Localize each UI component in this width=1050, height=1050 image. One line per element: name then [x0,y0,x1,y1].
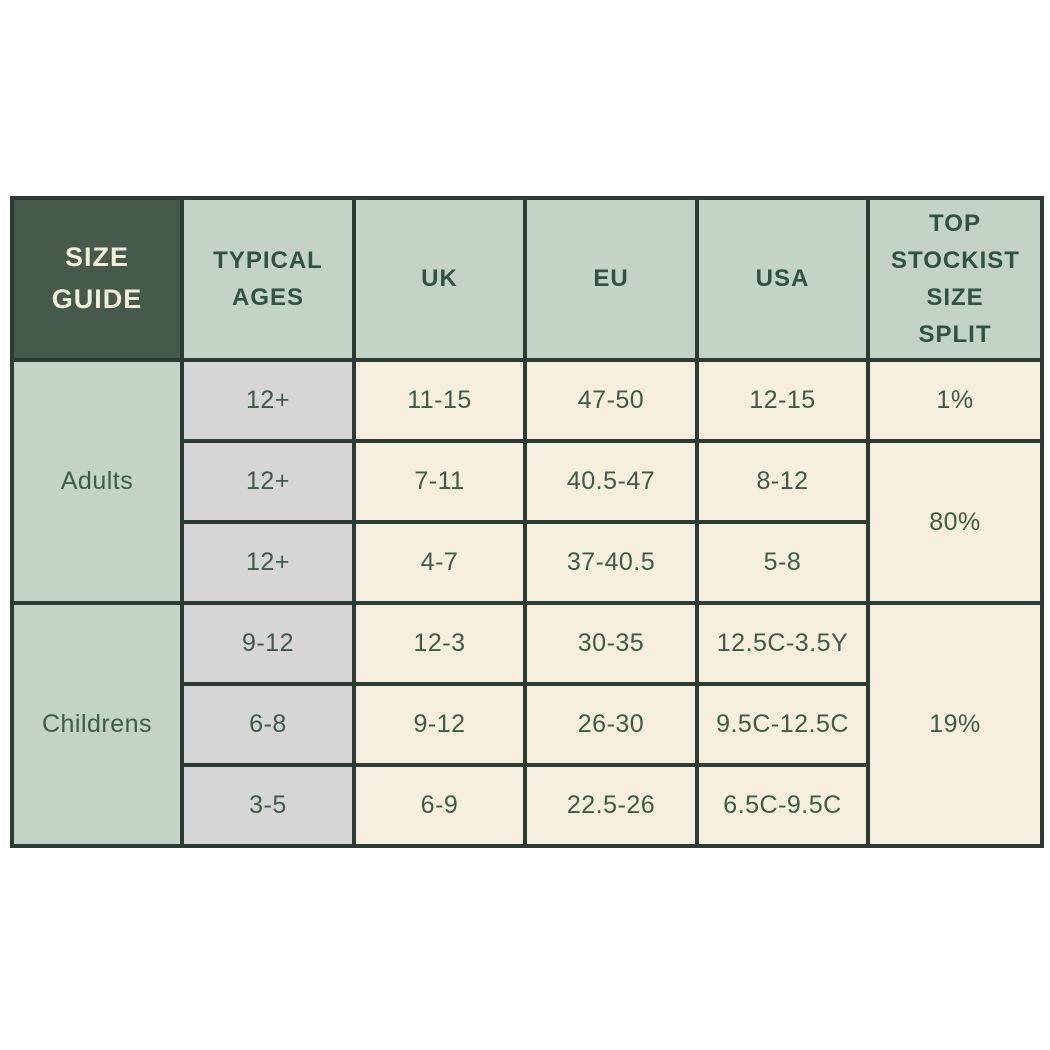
table-row-adults-1: Adults 12+ 11-15 47-50 12-15 1% [10,358,1044,605]
group-cell-adults: Adults [10,358,184,605]
cell-split-1pct: 1% [866,358,1044,443]
cell-adults-1-ages: 12+ [180,358,356,443]
size-guide-table-container: SIZE GUIDE TYPICAL AGES UK EU USA [10,196,1044,848]
cell-childrens-2-usa: 9.5C-12.5C [695,682,870,767]
cell-adults-2-uk: 7-11 [352,439,527,524]
group-cell-childrens: Childrens [10,601,184,848]
cell-adults-2-usa: 8-12 [695,439,870,524]
header-cell-typical-ages: TYPICAL AGES [180,196,356,362]
header-label-typical-ages: TYPICAL AGES [213,246,323,311]
cell-adults-3-eu: 37-40.5 [523,520,699,605]
cell-childrens-1-uk: 12-3 [352,601,527,686]
cell-childrens-1-ages: 9-12 [180,601,356,686]
cell-adults-2-ages: 12+ [180,439,356,524]
cell-childrens-1-eu: 30-35 [523,601,699,686]
cell-childrens-3-uk: 6-9 [352,763,527,848]
header-label-eu: EU [593,265,629,293]
table-row-adults-3: 12+ 4-7 37-40.5 5-8 [12,520,1042,605]
cell-childrens-3-eu: 22.5-26 [523,763,699,848]
header-cell-usa: USA [695,196,870,362]
cell-adults-1-usa: 12-15 [695,358,870,443]
cell-adults-1-uk: 11-15 [352,358,527,443]
header-cell-uk: UK [352,196,527,362]
header-cell-top-stockist-size-split: TOP STOCKIST SIZE SPLIT [866,196,1044,362]
cell-childrens-1-usa: 12.5C-3.5Y [695,601,870,686]
header-label-uk: UK [421,265,458,293]
cell-childrens-3-ages: 3-5 [180,763,356,848]
header-row: SIZE GUIDE TYPICAL AGES UK EU USA [10,196,1044,362]
header-label-usa: USA [755,265,810,293]
cell-childrens-2-eu: 26-30 [523,682,699,767]
cell-split-80pct: 80% [866,439,1044,605]
size-guide-table: SIZE GUIDE TYPICAL AGES UK EU USA [10,196,1044,848]
header-label-size-guide: SIZE GUIDE [51,242,143,314]
table-row-childrens-2: 6-8 9-12 26-30 9.5C-12.5C [12,682,1042,767]
cell-adults-1-eu: 47-50 [523,358,699,443]
table-row-adults-2: 12+ 7-11 40.5-47 8-12 80% [12,439,1044,605]
cell-childrens-3-usa: 6.5C-9.5C [695,763,870,848]
cell-childrens-2-ages: 6-8 [180,682,356,767]
header-label-top-stockist-size-split: TOP STOCKIST SIZE SPLIT [891,209,1020,349]
cell-split-19pct: 19% [866,601,1044,848]
header-cell-eu: EU [523,196,699,362]
cell-adults-3-ages: 12+ [180,520,356,605]
cell-adults-2-eu: 40.5-47 [523,439,699,524]
table-row-childrens-1: Childrens 9-12 12-3 30-35 12.5C-3.5Y 19% [10,601,1044,848]
cell-childrens-2-uk: 9-12 [352,682,527,767]
cell-adults-3-usa: 5-8 [695,520,870,605]
header-cell-size-guide: SIZE GUIDE [10,196,184,362]
table-row-childrens-3: 3-5 6-9 22.5-26 6.5C-9.5C [12,763,1042,848]
cell-adults-3-uk: 4-7 [352,520,527,605]
